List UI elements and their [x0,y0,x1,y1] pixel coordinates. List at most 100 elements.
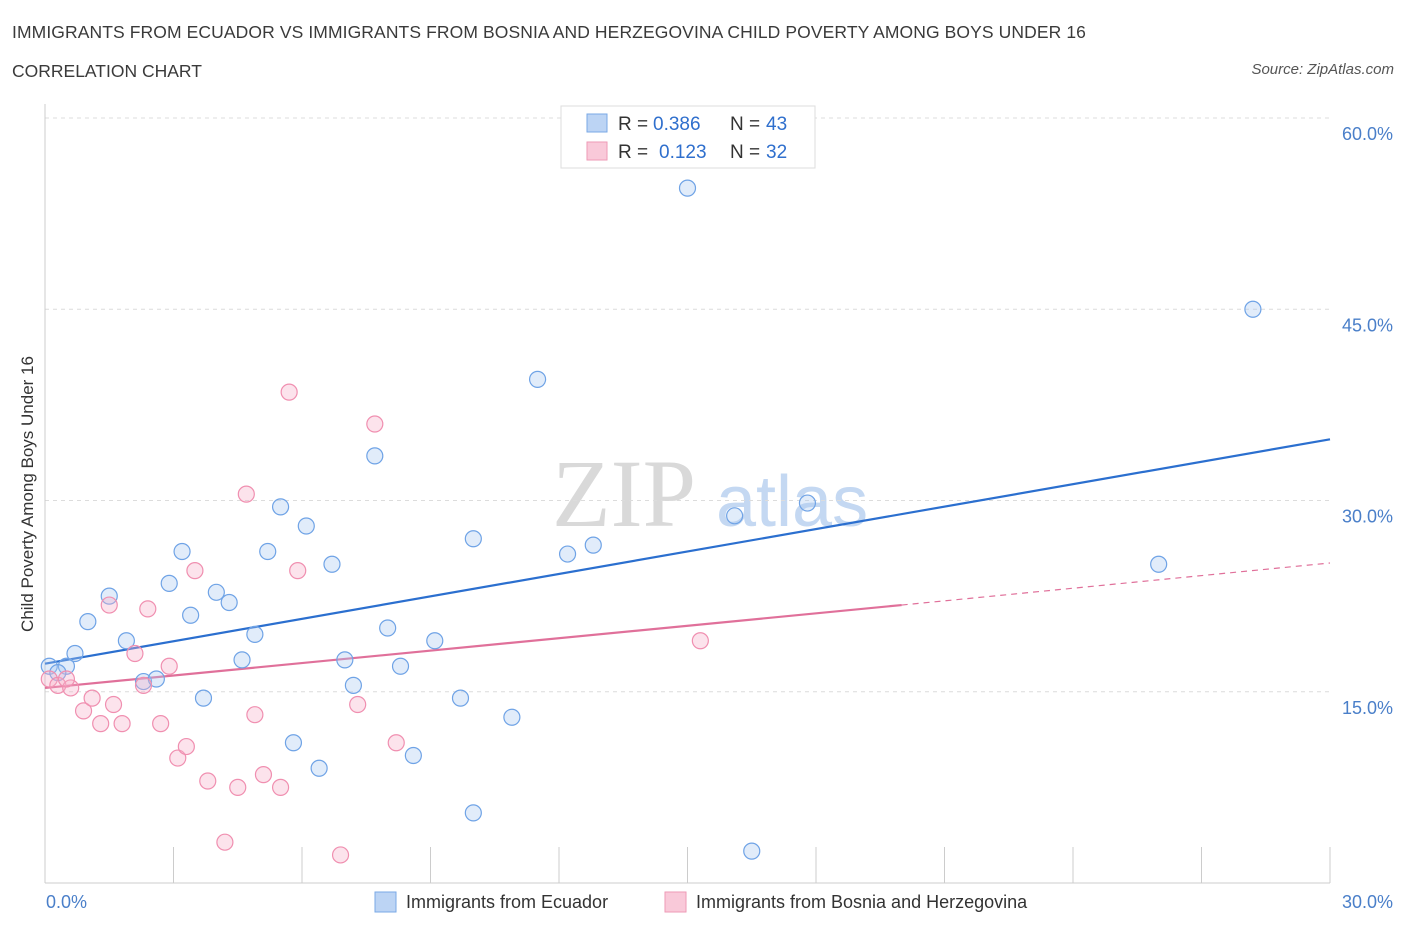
point-bosnia-9 [126,644,144,663]
point-ecuador-9 [173,542,191,561]
gridlines [45,117,1330,693]
point-ecuador-25 [379,619,397,637]
y-tick-label-30: 30.0% [1342,507,1393,527]
point-bosnia-3 [74,702,93,720]
x-tick-label-min: 0.0% [46,892,87,912]
point-ecuador-30 [464,530,482,548]
legend-swatch-bosnia [586,141,608,161]
legend-r-value-2: 0.123 [659,142,707,163]
point-ecuador-20 [310,759,328,777]
point-ecuador-29 [451,689,470,707]
point-bosnia-19 [229,778,247,796]
point-bosnia-20 [237,485,255,503]
point-ecuador-40 [1150,555,1168,573]
point-ecuador-42 [49,664,67,682]
point-bosnia-14 [169,749,187,767]
legend-n-value-1: 43 [766,114,787,135]
point-ecuador-38 [743,842,761,860]
point-bosnia-12 [152,715,170,733]
bottom-legend-label-bosnia: Immigrants from Bosnia and Herzegovina [696,892,1028,912]
point-ecuador-24 [366,447,384,465]
watermark-atlas: atlas [716,462,868,542]
bottom-legend-swatch-ecuador [374,891,397,913]
legend-n-value-2: 32 [766,142,787,163]
point-bosnia-18 [216,833,234,851]
point-ecuador-15 [246,625,264,643]
point-ecuador-31 [503,708,521,726]
point-ecuador-19 [297,517,315,535]
point-bosnia-1 [49,676,67,694]
point-ecuador-6 [134,672,153,691]
y-axis-label: Child Poverty Among Boys Under 16 [18,356,37,632]
source-credit: Source: ZipAtlas.com [1251,61,1394,78]
point-bosnia-10 [134,676,153,694]
bottom-legend-label-ecuador: Immigrants from Ecuador [406,892,608,912]
point-bosnia-8 [113,715,131,733]
x-ticks [44,847,1331,883]
bottom-legend-swatch-bosnia [664,891,687,913]
point-ecuador-26 [391,657,410,675]
legend-swatch-ecuador [586,113,608,133]
point-ecuador-36 [678,179,697,197]
point-ecuador-5 [117,632,135,650]
y-tick-label-60: 60.0% [1342,124,1393,144]
point-ecuador-4 [100,587,118,605]
x-tick-label-max: 30.0% [1342,892,1393,912]
chart-subtitle: CORRELATION CHART [12,61,202,81]
point-bosnia-7 [104,695,123,714]
legend-n-label-2: N = [730,142,760,163]
point-ecuador-16 [259,542,277,561]
point-ecuador-13 [220,593,238,612]
point-ecuador-17 [271,498,290,516]
y-tick-label-15: 15.0% [1342,698,1393,718]
point-bosnia-27 [349,695,367,714]
point-ecuador-41 [1244,300,1262,318]
point-ecuador-1 [57,657,76,675]
point-ecuador-22 [336,651,354,669]
trend-line-bosnia [44,603,902,690]
point-bosnia-15 [177,737,195,756]
point-ecuador-21 [323,555,341,573]
point-bosnia-21 [246,706,264,724]
point-bosnia-17 [199,772,217,790]
point-bosnia-4 [83,689,101,707]
point-ecuador-11 [194,689,213,707]
point-ecuador-35 [584,536,602,554]
point-bosnia-24 [280,383,298,401]
point-bosnia-29 [387,734,405,752]
point-ecuador-23 [344,676,362,694]
point-ecuador-37 [726,507,744,525]
point-bosnia-13 [160,657,178,675]
watermark-zip: ZIP [552,440,696,547]
point-bosnia-31 [57,670,76,688]
point-bosnia-26 [331,846,350,864]
trend-lines [44,438,1331,690]
point-ecuador-8 [160,574,178,592]
legend-r-label-2: R = [618,142,648,163]
point-ecuador-34 [558,545,577,563]
point-bosnia-28 [366,415,384,433]
y-tick-labels: 60.0% 45.0% 30.0% 15.0% [1342,124,1393,718]
trend-line-ecuador [44,438,1331,665]
point-ecuador-2 [66,644,84,663]
point-bosnia-30 [691,632,709,650]
trend-line-bosnia-extension [901,562,1331,606]
point-bosnia-16 [186,562,204,580]
point-ecuador-28 [426,632,444,650]
legend-n-label-1: N = [730,114,760,135]
data-points [40,179,1262,864]
point-bosnia-23 [271,778,290,796]
top-legend: R = 0.386 N = 43 R = 0.123 N = 32 [560,105,816,169]
point-bosnia-5 [92,715,110,733]
point-bosnia-2 [62,679,80,697]
chart-title: IMMIGRANTS FROM ECUADOR VS IMMIGRANTS FR… [12,22,1086,42]
legend-r-value-1: 0.386 [653,114,701,135]
bottom-legend: Immigrants from Ecuador Immigrants from … [374,891,1028,913]
legend-r-label-1: R = [618,114,648,135]
point-ecuador-0 [40,657,58,675]
point-ecuador-32 [464,804,482,822]
point-bosnia-6 [100,596,118,614]
y-tick-label-45: 45.0% [1342,315,1393,335]
point-ecuador-3 [79,613,97,631]
